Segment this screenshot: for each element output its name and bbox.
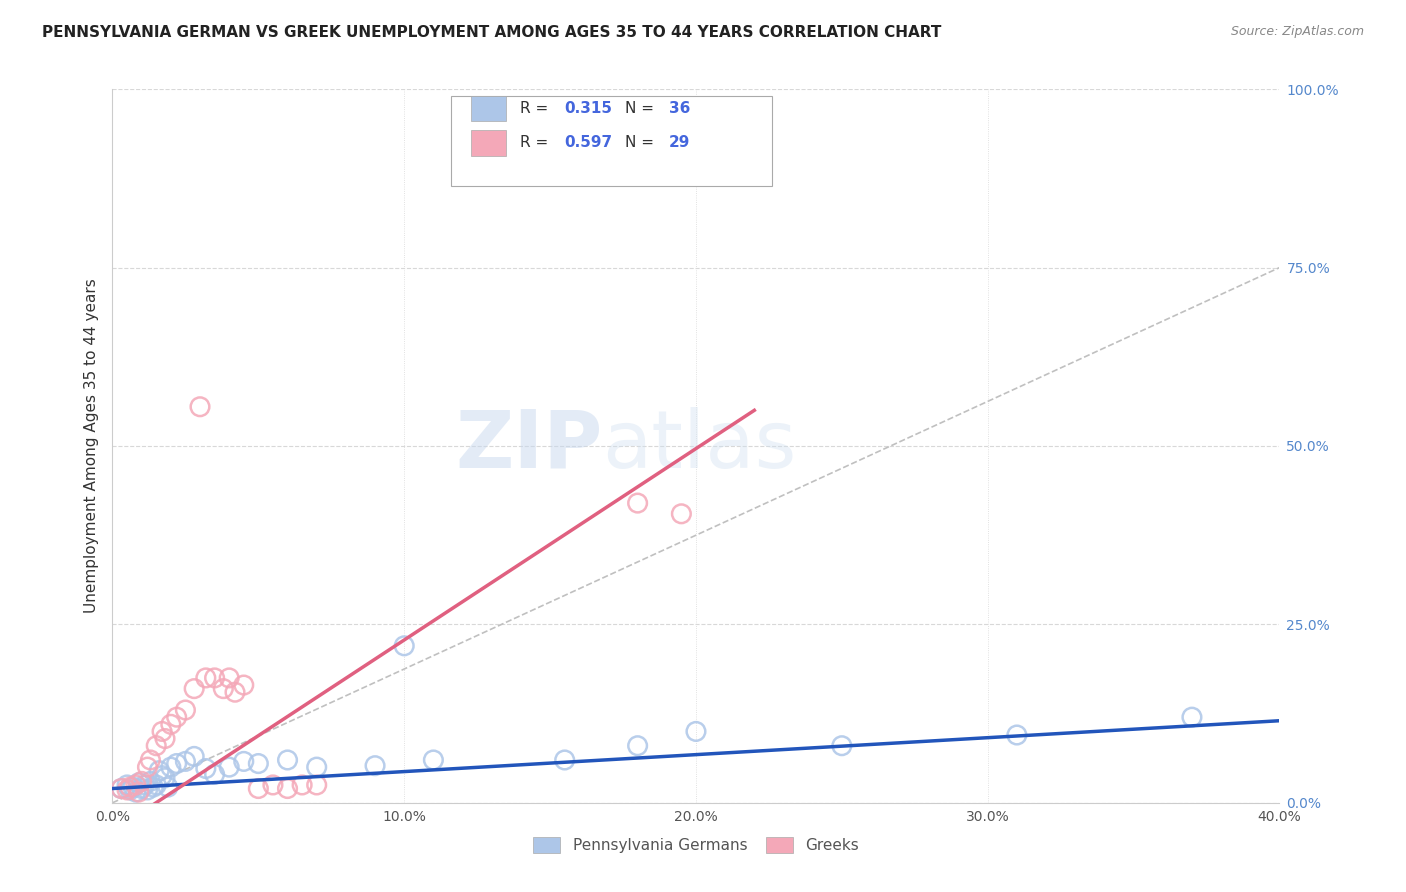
Point: [364, 758, 387, 772]
Point: [125, 785, 148, 799]
Point: [305, 778, 328, 792]
Point: [554, 753, 576, 767]
Point: [148, 764, 170, 778]
Y-axis label: Unemployment Among Ages 35 to 44 years: Unemployment Among Ages 35 to 44 years: [83, 278, 98, 614]
Point: [262, 778, 284, 792]
Text: ZIP: ZIP: [456, 407, 603, 485]
Point: [224, 685, 246, 699]
Point: [394, 639, 416, 653]
Point: [160, 717, 183, 731]
Point: [183, 681, 205, 696]
Text: PENNSYLVANIA GERMAN VS GREEK UNEMPLOYMENT AMONG AGES 35 TO 44 YEARS CORRELATION : PENNSYLVANIA GERMAN VS GREEK UNEMPLOYMEN…: [42, 25, 942, 40]
Point: [136, 760, 159, 774]
Point: [276, 753, 298, 767]
Point: [139, 753, 162, 767]
Point: [671, 507, 693, 521]
Point: [291, 778, 314, 792]
Point: [145, 739, 167, 753]
Text: 36: 36: [669, 101, 690, 116]
Point: [122, 780, 145, 794]
Point: [218, 760, 240, 774]
Point: [174, 755, 197, 769]
Text: R =: R =: [520, 101, 553, 116]
Point: [156, 780, 179, 794]
Text: N =: N =: [624, 136, 658, 150]
Point: [128, 776, 150, 790]
Bar: [471, 130, 506, 155]
Point: [194, 762, 217, 776]
Point: [627, 739, 650, 753]
Text: R =: R =: [520, 136, 553, 150]
Text: Source: ZipAtlas.com: Source: ZipAtlas.com: [1230, 25, 1364, 38]
Point: [153, 771, 176, 785]
Point: [1005, 728, 1028, 742]
Point: [115, 778, 138, 792]
Point: [685, 724, 707, 739]
Point: [166, 710, 188, 724]
Point: [194, 671, 217, 685]
Point: [232, 678, 254, 692]
Point: [183, 749, 205, 764]
Point: [134, 778, 156, 792]
Point: [118, 780, 141, 794]
Point: [110, 781, 132, 796]
Text: 29: 29: [669, 136, 690, 150]
Point: [139, 774, 162, 789]
Point: [204, 767, 226, 781]
Text: atlas: atlas: [603, 407, 797, 485]
Point: [160, 760, 183, 774]
Point: [627, 496, 650, 510]
Point: [110, 781, 132, 796]
Point: [142, 780, 165, 794]
Point: [212, 681, 235, 696]
Point: [247, 756, 270, 771]
Point: [204, 671, 226, 685]
Point: [276, 781, 298, 796]
Point: [131, 774, 153, 789]
Point: [131, 781, 153, 796]
Point: [118, 783, 141, 797]
Point: [166, 756, 188, 771]
Point: [136, 783, 159, 797]
Point: [188, 400, 211, 414]
Point: [1181, 710, 1204, 724]
Point: [125, 778, 148, 792]
Point: [831, 739, 853, 753]
Text: 0.315: 0.315: [564, 101, 612, 116]
Point: [232, 755, 254, 769]
Point: [145, 778, 167, 792]
Text: N =: N =: [624, 101, 658, 116]
Point: [247, 781, 270, 796]
Point: [422, 753, 444, 767]
Point: [150, 769, 173, 783]
Point: [174, 703, 197, 717]
Bar: [471, 95, 506, 121]
Point: [128, 785, 150, 799]
Point: [153, 731, 176, 746]
Legend: Pennsylvania Germans, Greeks: Pennsylvania Germans, Greeks: [527, 831, 865, 859]
Point: [305, 760, 328, 774]
FancyBboxPatch shape: [451, 96, 772, 186]
Text: 0.597: 0.597: [564, 136, 612, 150]
Point: [115, 783, 138, 797]
Point: [218, 671, 240, 685]
Point: [150, 724, 173, 739]
